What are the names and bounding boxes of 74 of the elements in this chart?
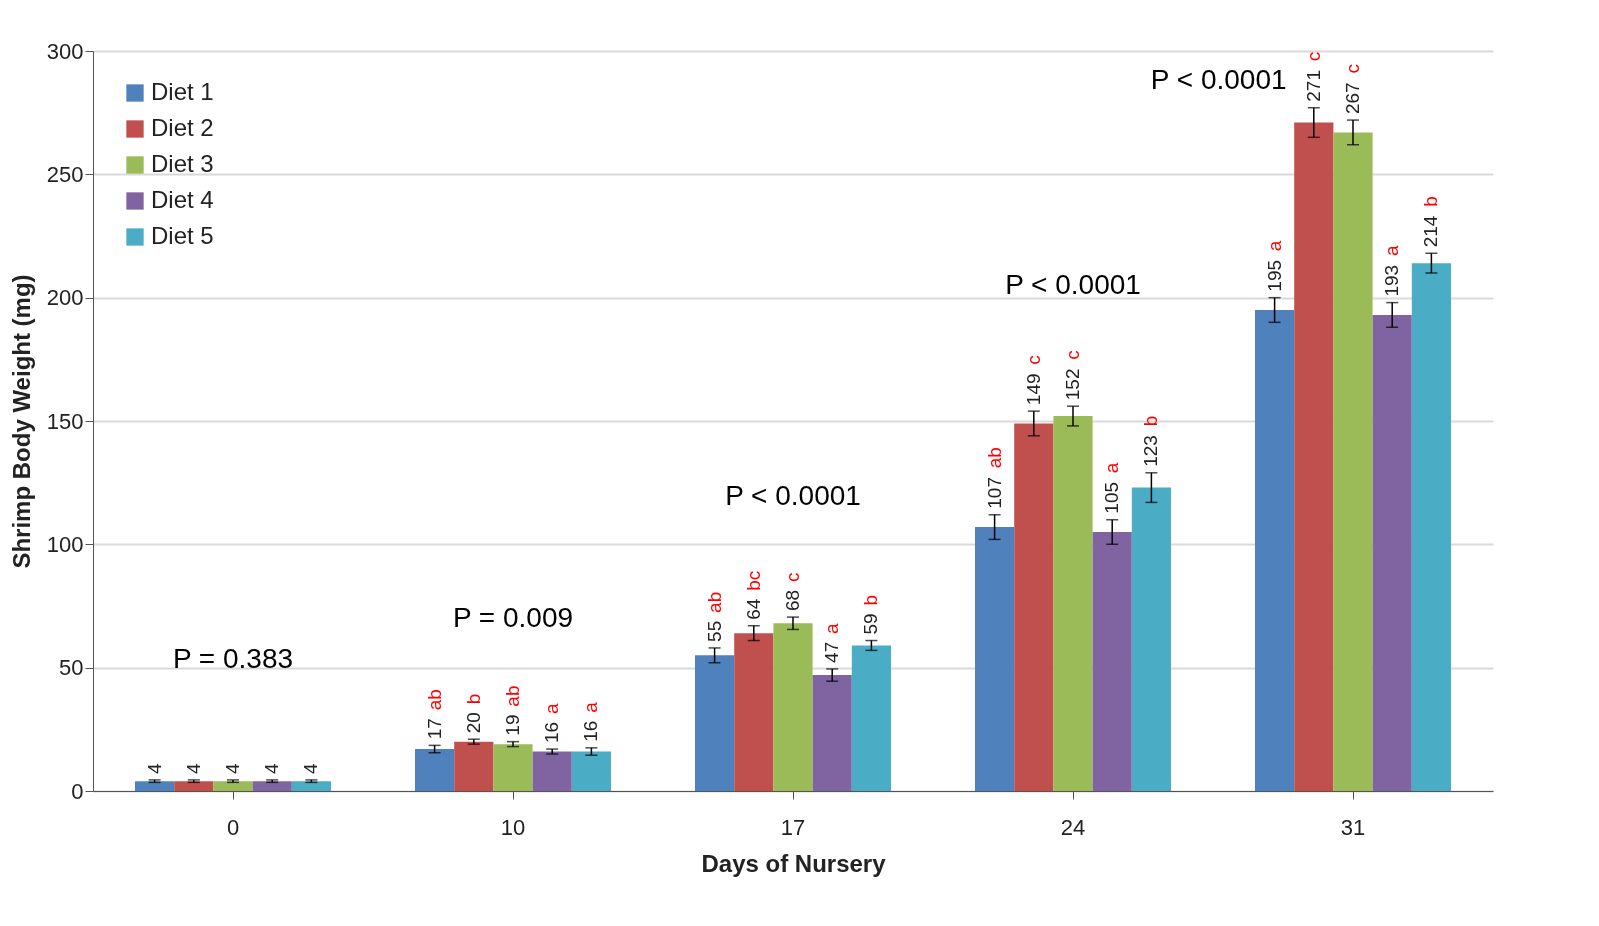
annotation: P < 0.0001 (1150, 64, 1287, 95)
text: 271 c (1302, 51, 1324, 102)
text: 195 a (1263, 240, 1285, 292)
bar (213, 781, 253, 791)
text: 214 b (1420, 196, 1442, 248)
legend-label: Diet 4 (151, 186, 214, 213)
bar (1255, 310, 1295, 791)
data-label: 4 (261, 762, 283, 774)
bar (493, 744, 533, 791)
text: 105 a (1101, 462, 1123, 514)
x-tick-label: 24 (1060, 814, 1086, 840)
text: 123 b (1140, 415, 1162, 467)
y-tick-label: 300 (46, 38, 84, 64)
bar (174, 781, 214, 791)
text: 267 c (1342, 64, 1363, 115)
data-label: 4 (300, 762, 322, 774)
text: 16 a (541, 703, 563, 744)
bar (734, 633, 774, 791)
bar (812, 675, 852, 791)
bar (571, 751, 611, 791)
bar (252, 781, 292, 791)
bar (135, 781, 175, 791)
text: 64 bc (742, 570, 764, 620)
text: 20 b (462, 693, 484, 734)
text: 59 b (860, 594, 882, 635)
data-label: 4 (222, 762, 243, 774)
text: 17 ab (423, 689, 445, 740)
text: 149 c (1022, 355, 1044, 406)
annotation: P < 0.0001 (725, 480, 861, 512)
annotation: P = 0.009 (452, 602, 574, 634)
legend-label: Diet 5 (151, 222, 214, 249)
text: 19 ab (502, 685, 523, 736)
text: 55 ab (703, 591, 725, 642)
annotation: P < 0.0001 (1005, 269, 1141, 301)
legend-label: Diet 3 (151, 150, 214, 177)
x-axis-title: Days of Nursery (701, 849, 887, 877)
bar (1014, 423, 1054, 791)
text: 193 a (1381, 245, 1403, 297)
y-tick-label: 0 (71, 778, 84, 804)
bar (1131, 487, 1171, 791)
y-tick-label: 50 (59, 655, 84, 681)
x-tick-label: 17 (780, 814, 806, 840)
bar (1053, 416, 1093, 791)
y-tick-label: 100 (46, 531, 84, 557)
text: 68 c (782, 572, 803, 612)
text: 16 a (580, 702, 602, 742)
bar (532, 751, 572, 791)
bar (291, 781, 331, 791)
x-tick-label: 0 (226, 814, 240, 840)
annotation: P = 0.383 (172, 642, 294, 674)
text: 47 a (821, 623, 843, 663)
bar (975, 527, 1015, 791)
bar (1372, 314, 1412, 791)
legend-label: Diet 2 (151, 114, 214, 141)
text: 152 c (1062, 350, 1083, 401)
y-axis-title: Shrimp Body Weight (mg) (7, 274, 35, 569)
legend-label: Diet 1 (151, 78, 214, 105)
bar (1092, 532, 1132, 791)
bar (1333, 132, 1373, 791)
bar (454, 741, 494, 791)
y-tick-label: 250 (46, 161, 84, 187)
data-label: 4 (143, 762, 165, 774)
bar (1294, 122, 1334, 791)
y-tick-label: 200 (46, 285, 84, 311)
text: 107 ab (983, 447, 1005, 509)
bar (773, 623, 813, 791)
y-tick-label: 150 (46, 408, 84, 434)
x-tick-label: 31 (1340, 814, 1366, 840)
x-tick-label: 10 (500, 814, 526, 840)
bar (415, 749, 455, 791)
bar (695, 655, 735, 791)
bar (1411, 263, 1451, 791)
bar (851, 645, 891, 791)
data-label: 4 (182, 762, 204, 774)
